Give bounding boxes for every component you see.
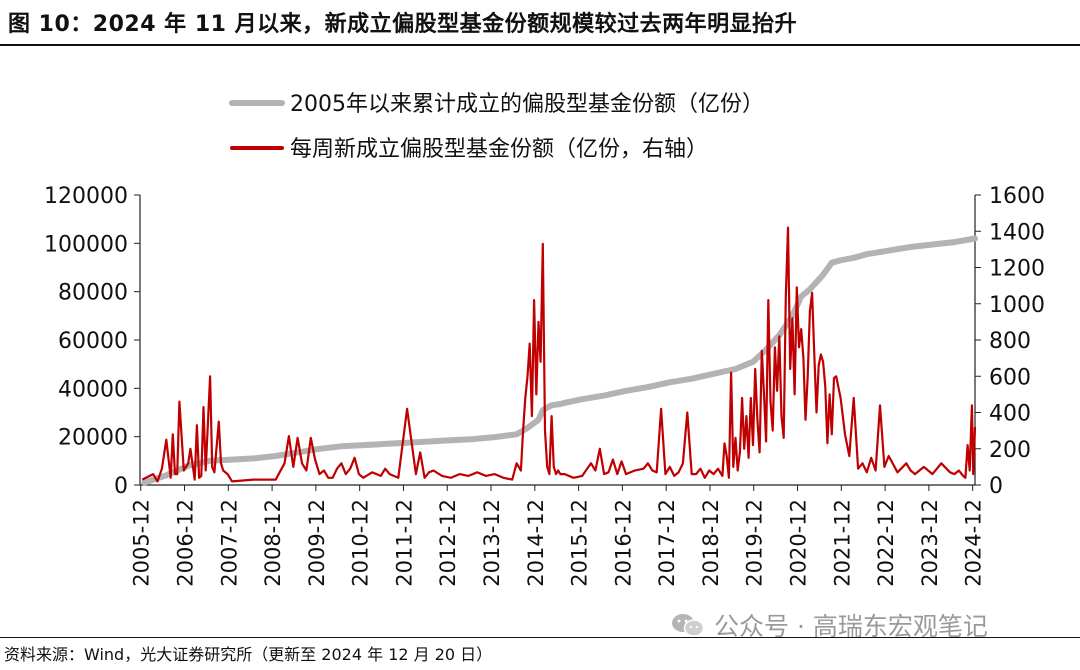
chart: 2005年以来累计成立的偏股型基金份额（亿份） 每周新成立偏股型基金份额（亿份，… xyxy=(44,92,1045,587)
x-tick-label: 2005-12 xyxy=(130,499,154,587)
left-tick-label: 40000 xyxy=(58,377,128,402)
right-tick-label: 1400 xyxy=(989,220,1045,245)
left-tick-label: 0 xyxy=(114,474,128,499)
title-rule xyxy=(0,44,1080,46)
right-tick-label: 200 xyxy=(989,438,1031,463)
x-tick-label: 2019-12 xyxy=(743,499,767,587)
watermark-text: 公众号 · 高瑞东宏观笔记 xyxy=(714,612,988,641)
x-tick-label: 2021-12 xyxy=(830,499,854,587)
x-tick-label: 2011-12 xyxy=(392,499,416,587)
left-tick-label: 20000 xyxy=(58,426,128,451)
right-tick-label: 0 xyxy=(989,474,1003,499)
legend-label-weekly: 每周新成立偏股型基金份额（亿份，右轴） xyxy=(290,137,708,162)
source-note: 资料来源：Wind，光大证券研究所（更新至 2024 年 12 月 20 日） xyxy=(4,645,493,664)
legend: 2005年以来累计成立的偏股型基金份额（亿份） 每周新成立偏股型基金份额（亿份，… xyxy=(229,92,764,162)
figure-title: 图 10：2024 年 11 月以来，新成立偏股型基金份额规模较过去两年明显抬升 xyxy=(8,12,798,37)
right-tick-label: 800 xyxy=(989,329,1031,354)
x-axis-ticks: 2005-12 2006-12 2007-12 2008-12 2009-12 2010-… xyxy=(130,485,986,587)
x-tick-label: 2014-12 xyxy=(524,499,548,587)
left-tick-label: 120000 xyxy=(44,184,128,209)
legend-label-cumulative: 2005年以来累计成立的偏股型基金份额（亿份） xyxy=(290,92,764,117)
plot-area xyxy=(141,226,978,486)
right-tick-label: 600 xyxy=(989,365,1031,390)
x-tick-label: 2007-12 xyxy=(217,499,241,587)
x-tick-label: 2022-12 xyxy=(874,499,898,587)
x-tick-label: 2023-12 xyxy=(918,499,942,587)
x-tick-label: 2013-12 xyxy=(480,499,504,587)
right-tick-label: 1000 xyxy=(989,293,1045,318)
series-weekly-line xyxy=(141,226,977,483)
wechat-icon xyxy=(672,614,705,637)
x-tick-label: 2024-12 xyxy=(962,499,986,587)
x-tick-label: 2012-12 xyxy=(436,499,460,587)
left-tick-label: 80000 xyxy=(58,281,128,306)
x-tick-label: 2010-12 xyxy=(349,499,373,587)
left-axis-ticks: 0 20000 40000 60000 80000 100000 120000 xyxy=(44,184,140,499)
series-cumulative-line xyxy=(141,235,978,486)
right-tick-label: 400 xyxy=(989,402,1031,427)
x-tick-label: 2015-12 xyxy=(568,499,592,587)
left-tick-label: 100000 xyxy=(44,232,128,257)
source-rule xyxy=(0,637,1080,638)
x-tick-label: 2020-12 xyxy=(787,499,811,587)
x-tick-label: 2006-12 xyxy=(174,499,198,587)
x-tick-label: 2017-12 xyxy=(655,499,679,587)
right-tick-label: 1600 xyxy=(989,184,1045,209)
x-tick-label: 2008-12 xyxy=(261,499,285,587)
watermark: 公众号 · 高瑞东宏观笔记 xyxy=(670,607,988,643)
x-tick-label: 2009-12 xyxy=(305,499,329,587)
right-tick-label: 1200 xyxy=(989,257,1045,282)
left-tick-label: 60000 xyxy=(58,329,128,354)
right-axis-ticks: 0 200 400 600 800 1000 1200 1400 1600 xyxy=(975,184,1045,499)
x-tick-label: 2018-12 xyxy=(699,499,723,587)
x-tick-label: 2016-12 xyxy=(611,499,635,587)
